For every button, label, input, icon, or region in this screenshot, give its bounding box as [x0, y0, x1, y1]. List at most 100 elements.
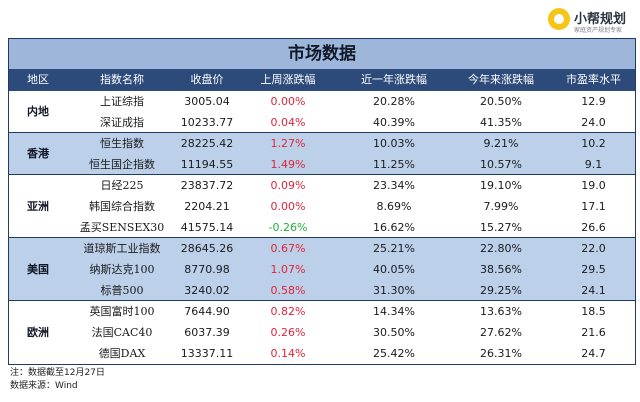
header-year-change: 近一年涨跌幅 [361, 73, 427, 86]
table-row: 深证成指 10233.77 0.04% 40.39% 41.35% 24.0 [67, 112, 635, 133]
table-row: 纳斯达克100 8770.98 1.07% 40.05% 38.56% 29.5 [67, 259, 635, 280]
ytd-change: 29.25% [480, 284, 522, 297]
header-region: 地区 [27, 73, 49, 86]
index-name: 恒生指数 [100, 137, 144, 150]
pe-ratio: 26.6 [581, 221, 606, 234]
week-change: 0.58% [270, 284, 306, 297]
index-name: 德国DAX [98, 347, 146, 360]
pe-ratio: 18.5 [581, 305, 606, 318]
close-price: 41575.14 [180, 221, 234, 234]
year-change: 31.30% [373, 284, 415, 297]
table-header: 地区 指数名称 收盘价 上周涨跌幅 近一年涨跌幅 今年来涨跌幅 市盈率水平 [9, 69, 635, 91]
region-label: 内地 [27, 105, 49, 118]
ytd-change: 9.21% [483, 137, 519, 150]
region-label: 香港 [27, 147, 49, 160]
pe-ratio: 19.0 [581, 179, 606, 192]
pe-ratio: 10.2 [581, 137, 606, 150]
week-change: 1.07% [270, 263, 306, 276]
week-change: 0.09% [270, 179, 306, 192]
group-divider [9, 132, 635, 133]
year-change: 23.34% [373, 179, 415, 192]
ytd-change: 7.99% [483, 200, 519, 213]
ytd-change: 26.31% [480, 347, 522, 360]
year-change: 14.34% [373, 305, 415, 318]
week-change: 0.04% [270, 116, 306, 129]
index-name: 法国CAC40 [91, 326, 153, 339]
region-group: 内地 上证综指 3005.04 0.00% 20.28% 20.50% 12.9 深证成指 10… [9, 91, 635, 133]
week-change: 1.49% [270, 158, 306, 171]
table-row: 恒生指数 28225.42 1.27% 10.03% 9.21% 10.2 [67, 133, 635, 154]
brand-name: 小帮规划 [574, 12, 627, 27]
group-divider [9, 237, 635, 238]
region-group: 美国 道琼斯工业指数 28645.26 0.67% 25.21% 22.80% 22.0 纳斯… [9, 238, 635, 301]
index-name: 深证成指 [100, 116, 144, 129]
close-price: 3005.04 [184, 95, 230, 108]
index-name: 英国富时100 [89, 305, 155, 318]
pe-ratio: 9.1 [584, 158, 603, 171]
header-pe: 市盈率水平 [566, 73, 621, 86]
ytd-change: 19.10% [480, 179, 522, 192]
header-index-name: 指数名称 [100, 73, 144, 86]
table-row: 恒生国企指数 11194.55 1.49% 11.25% 10.57% 9.1 [67, 154, 635, 175]
region-group: 香港 恒生指数 28225.42 1.27% 10.03% 9.21% 10.2 恒生国企指数… [9, 133, 635, 175]
pe-ratio: 24.7 [581, 347, 606, 360]
year-change: 10.03% [373, 137, 415, 150]
region-label: 欧洲 [27, 326, 49, 339]
header-week-change: 上周涨跌幅 [260, 73, 316, 86]
table-row: 日经225 23837.72 0.09% 23.34% 19.10% 19.0 [67, 175, 635, 196]
index-name: 标普500 [100, 284, 144, 297]
week-change: 1.27% [270, 137, 306, 150]
ytd-change: 41.35% [480, 116, 522, 129]
footnotes: 注：数据截至12月27日 数据来源：Wind [10, 367, 105, 393]
brand-slogan: 家庭资产规划专家 [574, 27, 623, 34]
close-price: 10233.77 [180, 116, 234, 129]
year-change: 20.28% [373, 95, 415, 108]
ytd-change: 13.63% [480, 305, 522, 318]
year-change: 8.69% [376, 200, 412, 213]
ytd-change: 22.80% [480, 242, 522, 255]
ytd-change: 20.50% [480, 95, 522, 108]
region-label: 亚洲 [27, 200, 49, 213]
close-price: 7644.90 [184, 305, 230, 318]
ytd-change: 15.27% [480, 221, 522, 234]
year-change: 40.39% [373, 116, 415, 129]
table-row: 韩国综合指数 2204.21 0.00% 8.69% 7.99% 17.1 [67, 196, 635, 217]
week-change: 0.14% [270, 347, 306, 360]
year-change: 40.05% [373, 263, 415, 276]
close-price: 28225.42 [180, 137, 234, 150]
pe-ratio: 12.9 [581, 95, 606, 108]
pe-ratio: 21.6 [581, 326, 606, 339]
index-name: 上证综指 [100, 95, 144, 108]
ytd-change: 27.62% [480, 326, 522, 339]
table-row: 德国DAX 13337.11 0.14% 25.42% 26.31% 24.7 [67, 343, 635, 364]
brand-logo: 小帮规划 家庭资产规划专家 [548, 6, 638, 36]
index-name: 孟买SENSEX30 [79, 221, 165, 234]
table-row: 孟买SENSEX30 41575.14 -0.26% 16.62% 15.27% 26.6 [67, 217, 635, 238]
pe-ratio: 22.0 [581, 242, 606, 255]
header-close: 收盘价 [190, 73, 224, 86]
index-name: 恒生国企指数 [89, 158, 155, 171]
pe-ratio: 24.1 [581, 284, 606, 297]
close-price: 11194.55 [180, 158, 234, 171]
region-group: 亚洲 日经225 23837.72 0.09% 23.34% 19.10% 19.0 韩国综合… [9, 175, 635, 238]
pe-ratio: 29.5 [581, 263, 606, 276]
footnote-date: 注：数据截至12月27日 [10, 368, 105, 378]
region-label: 美国 [27, 263, 49, 276]
week-change: 0.26% [270, 326, 306, 339]
pe-ratio: 24.0 [581, 116, 606, 129]
table-row: 法国CAC40 6037.39 0.26% 30.50% 27.62% 21.6 [67, 322, 635, 343]
pe-ratio: 17.1 [581, 200, 606, 213]
year-change: 25.42% [373, 347, 415, 360]
table-row: 英国富时100 7644.90 0.82% 14.34% 13.63% 18.5 [67, 301, 635, 322]
table-row: 标普500 3240.02 0.58% 31.30% 29.25% 24.1 [67, 280, 635, 301]
group-divider [9, 300, 635, 301]
week-change: 0.00% [270, 200, 306, 213]
close-price: 23837.72 [180, 179, 234, 192]
ytd-change: 10.57% [480, 158, 522, 171]
index-name: 日经225 [100, 179, 144, 192]
close-price: 13337.11 [180, 347, 234, 360]
table-row: 上证综指 3005.04 0.00% 20.28% 20.50% 12.9 [67, 91, 635, 112]
year-change: 30.50% [373, 326, 415, 339]
week-change: 0.67% [270, 242, 306, 255]
